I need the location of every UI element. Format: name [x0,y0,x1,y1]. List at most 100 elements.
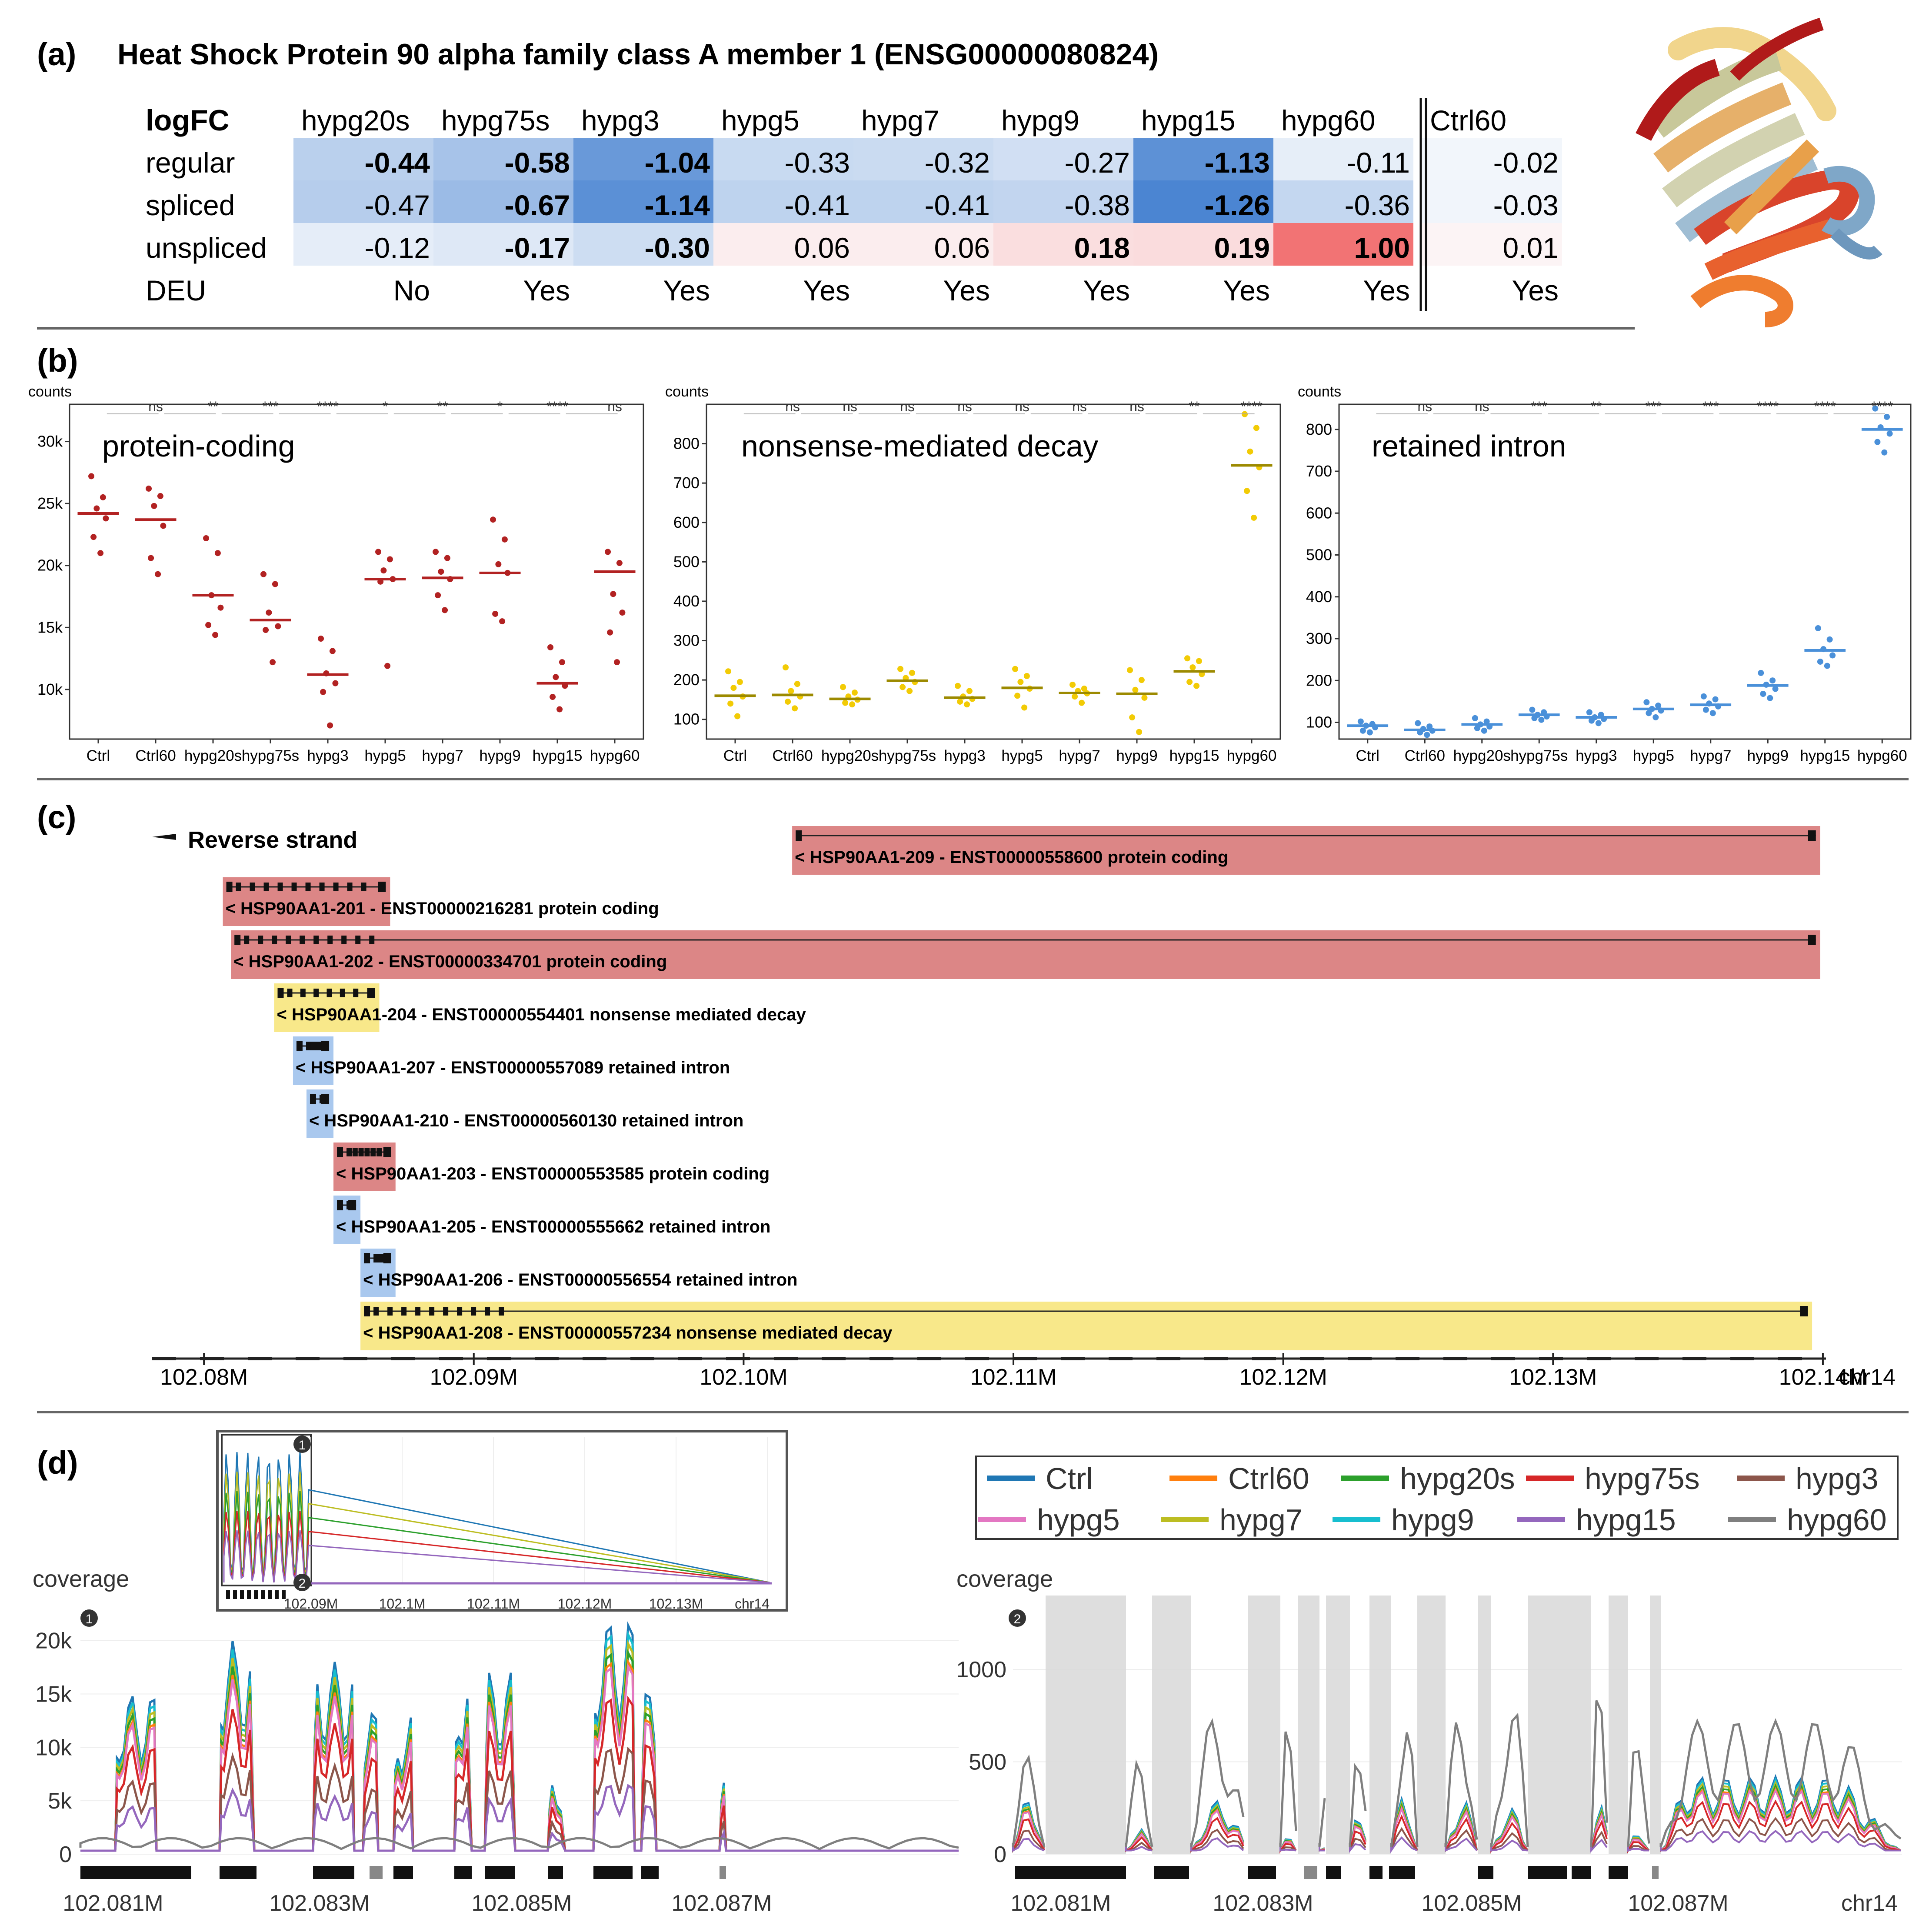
exon-block [318,1042,323,1050]
transcript[interactable]: < HSP90AA1-210 - ENST00000560130 retaine… [306,1089,743,1138]
data-point [1253,425,1259,431]
table-cell: Yes [1223,274,1270,306]
data-point [329,648,336,654]
axis-tick-band [391,1357,415,1360]
x-tick-label: hypg3 [307,747,348,764]
data-point [97,550,104,556]
data-point [495,561,502,567]
heat-cell [573,138,713,180]
x-tick-label: hypg3 [1576,747,1617,764]
signif-label: ** [437,399,448,414]
data-point [1138,677,1145,683]
heat-cell [1133,138,1273,180]
y-tick-label: 500 [673,553,700,570]
strand-label: Reverse strand [188,827,357,853]
coverage-plot-right: coverage 2 0 500 1000 102.081M 102.083M 102.085… [956,1566,1902,1916]
data-point [788,688,794,694]
exon-block [352,1148,358,1156]
heat-cell [573,223,713,266]
axis-tick-band [583,1357,606,1360]
marker-1 [293,1436,311,1453]
transcript[interactable]: < HSP90AA1-207 - ENST00000557089 retaine… [293,1036,730,1085]
heat-cell [713,180,853,223]
exon-block [471,1307,476,1316]
inset-exon [268,1590,272,1599]
x-tick-label: hypg9 [1116,747,1157,764]
axis-tick-band [1156,1357,1180,1360]
data-point [1189,664,1196,671]
data-point [214,550,221,556]
marker-2 [1009,1609,1026,1627]
data-point [263,627,269,633]
exon-bar [1389,1866,1415,1879]
x-tick-label: 102.085M [1421,1891,1522,1916]
data-point [909,670,915,676]
data-point [559,659,565,666]
exon-block [341,936,347,944]
data-point [556,706,563,713]
table-cell: Yes [1512,274,1559,306]
axis-tick-band [1300,1357,1324,1360]
exon-block [263,883,269,891]
data-point [607,629,613,636]
exon-block [236,883,241,891]
y-tick-label: 25k [37,494,63,512]
data-point [1643,699,1650,706]
exon-block [485,1307,490,1316]
table-cell: -0.41 [785,189,850,221]
data-point [1529,706,1536,713]
data-point [93,505,100,512]
data-point [900,684,906,690]
transcript-label: < HSP90AA1-206 - ENST00000556554 retaine… [363,1270,797,1289]
table-cell: -0.47 [365,189,430,221]
data-point [492,610,499,617]
x-tick-label: hypg7 [422,747,463,764]
inset-x-label: 102.13M [649,1596,703,1612]
marker-1-label: 1 [299,1438,306,1452]
y-tick-label: 20k [37,556,63,574]
table-cell: 0.19 [1214,232,1270,264]
exon-block [378,882,386,892]
axis-tick-band [1061,1357,1085,1360]
transcript[interactable]: < HSP90AA1-202 - ENST00000334701 protein… [231,930,1820,979]
transcript[interactable]: < HSP90AA1-201 - ENST00000216281 protein… [223,877,659,926]
transcript[interactable]: < HSP90AA1-205 - ENST00000555662 retaine… [333,1196,770,1244]
counts-chart: counts retained intron 100 200 300 400 500 600 7… [1298,383,1912,764]
exon-block [305,883,311,891]
exon-block [333,883,339,891]
exon-block [369,936,375,944]
coverage-line [80,1695,959,1852]
signif-label: **** [1241,399,1263,414]
heat-cell [853,223,993,266]
transcript-label: < HSP90AA1-210 - ENST00000560130 retaine… [309,1111,743,1130]
y-tick-label: 500 [1306,546,1332,564]
exon-bar [593,1866,633,1879]
data-point [217,604,224,611]
logfc-header: logFC [146,104,230,137]
data-point [501,536,508,543]
transcript[interactable]: < HSP90AA1-204 - ENST00000554401 nonsens… [274,983,806,1032]
data-point [1079,700,1085,706]
data-point [438,569,444,575]
transcript[interactable]: < HSP90AA1-208 - ENST00000557234 nonsens… [360,1302,1812,1350]
transcript[interactable]: < HSP90AA1-203 - ENST00000553585 protein… [333,1143,770,1191]
x-tick-label: hypg20s [184,747,242,764]
legend-label: hypg3 [1796,1462,1879,1496]
data-point [203,535,210,541]
data-point [444,555,450,561]
table-cell: -0.12 [365,232,430,264]
data-point [1136,729,1143,735]
axis-tick-band [1635,1357,1659,1360]
x-tick-label: hypg60 [1857,747,1907,764]
y-tick-label: 800 [673,435,700,453]
data-point [794,681,800,687]
table-cell: -0.58 [505,147,570,179]
exon-bar [548,1866,563,1879]
transcript[interactable]: < HSP90AA1-206 - ENST00000556554 retaine… [360,1249,797,1297]
inset-exon [254,1590,258,1599]
transcript[interactable]: < HSP90AA1-209 - ENST00000558600 protein… [792,826,1820,875]
heat-cell [993,138,1133,180]
column-header: hypg9 [1001,104,1079,137]
legend-label: Ctrl [1046,1462,1093,1496]
signif-label: ns [1015,399,1029,414]
